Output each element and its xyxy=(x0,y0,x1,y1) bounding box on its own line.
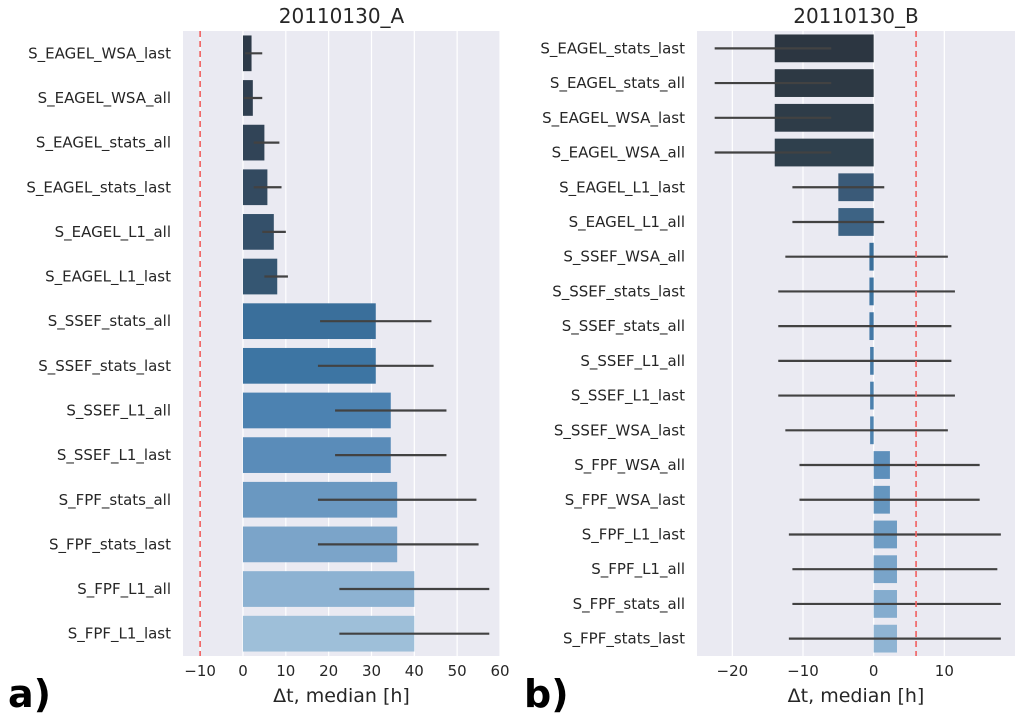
category-label: S_FPF_L1_all xyxy=(591,560,685,579)
x-tick-label: 0 xyxy=(238,662,248,680)
category-label: S_EAGEL_L1_all xyxy=(55,223,171,242)
category-label: S_FPF_L1_last xyxy=(68,625,171,644)
category-label: S_SSEF_stats_last xyxy=(552,282,685,301)
x-tick-label: 0 xyxy=(869,662,879,680)
category-label: S_EAGEL_stats_last xyxy=(540,39,685,58)
category-label: S_FPF_WSA_last xyxy=(565,491,685,510)
category-label: S_FPF_L1_all xyxy=(77,580,171,599)
x-tick-label: 30 xyxy=(362,662,381,680)
category-label: S_FPF_stats_last xyxy=(49,535,171,554)
category-label: S_SSEF_L1_last xyxy=(571,387,685,406)
category-label: S_SSEF_stats_last xyxy=(38,357,171,376)
panel-a-chart: −10 0 10 20 30 40 50 60 S_EAGEL_WSA_last S_EAGEL_… xyxy=(26,4,509,707)
x-tick-label: 40 xyxy=(405,662,424,680)
x-axis-title: Δt, median [h] xyxy=(273,685,410,707)
category-label: S_EAGEL_stats_last xyxy=(26,178,171,197)
category-label: S_FPF_stats_all xyxy=(59,491,171,510)
category-label: S_SSEF_WSA_all xyxy=(563,248,685,267)
category-label: S_EAGEL_L1_last xyxy=(559,178,685,197)
x-tick-label: 20 xyxy=(319,662,338,680)
x-tick-label: −10 xyxy=(787,662,819,680)
category-label: S_EAGEL_L1_last xyxy=(45,268,171,287)
chart-title: 20110130_B xyxy=(793,4,919,28)
x-tick-label: 10 xyxy=(276,662,295,680)
plot-area xyxy=(697,31,1015,656)
category-label: S_EAGEL_L1_all xyxy=(569,213,685,232)
category-label: S_SSEF_L1_all xyxy=(66,401,171,420)
category-label: S_FPF_stats_last xyxy=(563,630,685,649)
x-tick-label: −10 xyxy=(184,662,216,680)
category-label: S_EAGEL_WSA_all xyxy=(38,89,171,108)
x-tick-label: 10 xyxy=(935,662,954,680)
category-label: S_EAGEL_stats_all xyxy=(36,134,171,153)
x-tick-label: 50 xyxy=(448,662,467,680)
category-label: S_SSEF_stats_all xyxy=(562,317,685,336)
category-label: S_EAGEL_WSA_last xyxy=(28,44,171,63)
category-label: S_FPF_L1_last xyxy=(582,525,685,544)
category-label: S_SSEF_WSA_last xyxy=(554,421,685,440)
category-label: S_SSEF_stats_all xyxy=(48,312,171,331)
x-axis-title: Δt, median [h] xyxy=(788,685,925,707)
x-tick-label: −20 xyxy=(717,662,749,680)
category-label: S_SSEF_L1_last xyxy=(57,446,171,465)
chart-title: 20110130_A xyxy=(279,4,405,28)
x-tick-label: 60 xyxy=(490,662,509,680)
category-label: S_FPF_WSA_all xyxy=(574,456,685,475)
category-label: S_SSEF_L1_all xyxy=(580,352,685,371)
category-label: S_EAGEL_stats_all xyxy=(550,74,685,93)
panel-b-letter: b) xyxy=(524,672,569,716)
panel-b-chart: −20 −10 0 10 S_EAGEL_stats_last S_EAGEL_stats… xyxy=(540,4,1015,707)
panel-a-letter: a) xyxy=(8,672,51,716)
category-label: S_EAGEL_WSA_all xyxy=(552,144,685,163)
category-label: S_FPF_stats_all xyxy=(573,595,685,614)
category-label: S_EAGEL_WSA_last xyxy=(542,109,685,128)
